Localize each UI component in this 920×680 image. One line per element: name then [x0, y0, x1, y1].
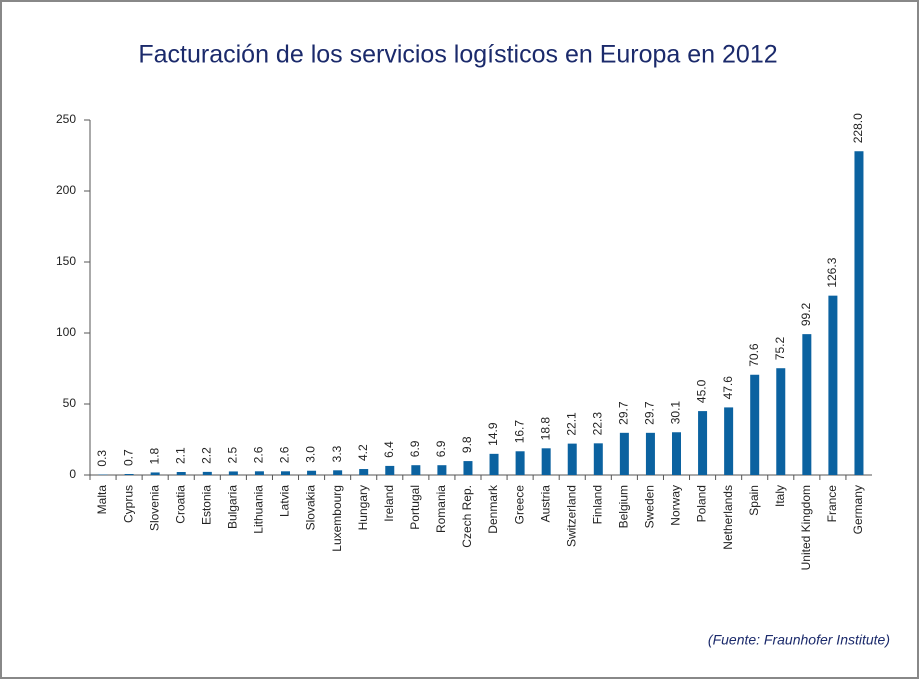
value-label: 4.2: [356, 444, 370, 461]
x-tick-label: Italy: [773, 485, 787, 507]
y-tick-label: 50: [63, 396, 77, 410]
value-label: 126.3: [825, 257, 839, 287]
bar: [672, 432, 681, 475]
bar: [385, 465, 395, 475]
x-tick-label: Switzerland: [564, 485, 578, 547]
bar: [645, 432, 655, 475]
value-label: 6.9: [434, 440, 448, 457]
x-tick-label: Norway: [669, 485, 683, 526]
x-tick-label: Austria: [538, 485, 552, 523]
bar: [411, 465, 421, 475]
value-label: 0.7: [121, 449, 135, 466]
x-tick-label: France: [825, 485, 839, 523]
x-tick-label: Belgium: [617, 485, 631, 528]
value-label: 1.8: [147, 447, 161, 464]
value-label: 0.3: [95, 450, 109, 467]
value-label: 29.7: [643, 401, 657, 425]
y-tick-label: 100: [56, 325, 76, 339]
bar: [828, 295, 838, 475]
bar: [281, 471, 290, 475]
bar: [776, 368, 786, 475]
x-tick-label: Lithuania: [252, 485, 266, 534]
value-label: 99.2: [799, 302, 813, 326]
x-tick-label: Portugal: [408, 485, 422, 530]
x-tick-label: Slovenia: [147, 485, 161, 531]
value-label: 45.0: [695, 379, 709, 403]
value-label: 2.1: [173, 447, 187, 464]
x-tick-label: Estonia: [199, 485, 213, 525]
x-tick-label: United Kingdom: [799, 485, 813, 570]
bar: [359, 469, 369, 475]
bar: [202, 471, 212, 475]
value-label: 3.0: [304, 446, 318, 463]
x-tick-label: Czech Rep.: [460, 485, 474, 548]
bar: [124, 474, 134, 475]
value-label: 2.2: [199, 447, 213, 464]
x-tick-label: Luxembourg: [330, 485, 344, 552]
bar: [541, 448, 551, 475]
value-label: 2.6: [278, 446, 292, 463]
x-tick-label: Latvia: [278, 485, 292, 517]
x-tick-label: Bulgaria: [226, 485, 240, 529]
value-label: 47.6: [721, 376, 735, 400]
value-label: 22.1: [564, 412, 578, 436]
x-tick-label: Spain: [747, 485, 761, 516]
x-tick-label: Ireland: [382, 485, 396, 522]
bar: [437, 465, 447, 475]
value-label: 3.3: [330, 445, 344, 462]
bar: [254, 471, 264, 475]
bar: [802, 334, 812, 475]
value-label: 6.9: [408, 440, 422, 457]
bar: [463, 461, 473, 475]
bar: [698, 411, 708, 475]
value-label: 70.6: [747, 343, 761, 367]
y-tick-label: 0: [69, 467, 76, 481]
bar: [750, 374, 760, 475]
bar: [515, 451, 525, 475]
bar: [567, 443, 577, 475]
bar: [619, 432, 629, 475]
x-tick-label: Germany: [851, 485, 865, 534]
x-tick-label: Finland: [590, 485, 604, 524]
value-label: 6.4: [382, 441, 396, 458]
x-tick-label: Denmark: [486, 484, 500, 534]
bar: [724, 407, 734, 475]
value-label: 22.3: [590, 412, 604, 436]
value-label: 29.7: [617, 401, 631, 425]
x-tick-label: Greece: [512, 485, 526, 525]
bar: [854, 151, 864, 476]
bar: [228, 471, 238, 475]
x-tick-label: Poland: [695, 485, 709, 522]
x-tick-label: Romania: [434, 485, 448, 533]
value-label: 14.9: [486, 422, 500, 446]
value-label: 2.5: [226, 446, 240, 463]
x-tick-label: Hungary: [356, 485, 370, 530]
y-tick-label: 200: [56, 183, 76, 197]
value-label: 18.8: [538, 417, 552, 441]
source-note: (Fuente: Fraunhofer Institute): [708, 632, 890, 648]
x-tick-label: Cyprus: [121, 485, 135, 523]
bar: [307, 470, 317, 475]
x-tick-label: Sweden: [643, 485, 657, 528]
value-label: 75.2: [773, 337, 787, 361]
bar: [150, 472, 160, 475]
value-label: 228.0: [851, 113, 865, 143]
x-tick-label: Slovakia: [304, 485, 318, 531]
value-label: 2.6: [252, 446, 266, 463]
value-label: 16.7: [512, 420, 526, 444]
bar: [333, 470, 343, 475]
x-tick-label: Croatia: [173, 485, 187, 524]
value-label: 30.1: [669, 401, 683, 425]
chart-title: Facturación de los servicios logísticos …: [138, 41, 777, 69]
x-tick-label: Malta: [95, 485, 109, 515]
bar: [176, 472, 186, 475]
bar: [489, 453, 499, 475]
value-label: 9.8: [460, 436, 474, 453]
bar: [593, 443, 603, 475]
x-tick-label: Netherlands: [721, 485, 735, 550]
y-tick-label: 250: [56, 112, 76, 126]
y-tick-label: 150: [56, 254, 76, 268]
